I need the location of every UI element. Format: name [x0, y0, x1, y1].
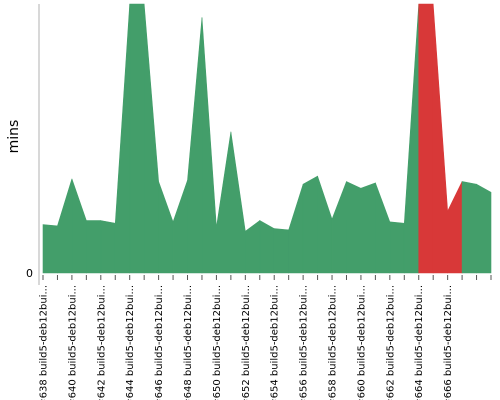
area-segment	[360, 182, 376, 274]
area-segment	[259, 220, 275, 274]
area-segment	[375, 182, 391, 274]
area-segment	[187, 17, 203, 274]
area-segment	[273, 228, 289, 274]
area-segment	[172, 180, 188, 274]
x-tick-label: #642 build5-deb12bui...	[96, 285, 107, 400]
x-tick-label: #652 build5-deb12bui...	[241, 285, 252, 400]
x-tick-label: #644 build5-deb12bui...	[125, 285, 136, 400]
x-tick-label: #646 build5-deb12bui...	[154, 285, 165, 400]
area-segment	[447, 181, 463, 274]
x-axis-ticks: #638 build5-deb12bui... #640 build5-deb12…	[39, 275, 492, 400]
area-segment	[129, 3, 145, 274]
area-segment	[143, 3, 159, 274]
x-tick-label: #666 build5-deb12bui...	[443, 285, 454, 400]
x-tick-label: #654 build5-deb12bui...	[270, 285, 281, 400]
x-tick-label: #648 build5-deb12bui...	[183, 285, 194, 400]
area-segment	[71, 178, 87, 274]
area-segment	[201, 17, 217, 274]
x-tick-label: #638 build5-deb12bui...	[39, 285, 50, 400]
area-segment	[461, 181, 477, 274]
area-segment	[158, 181, 174, 274]
area-segment	[216, 131, 232, 274]
area-segment	[418, 3, 434, 274]
area-segment	[245, 219, 261, 274]
area-series	[42, 3, 492, 274]
area-segment	[389, 221, 405, 274]
x-tick-label: #660 build5-deb12bui...	[356, 285, 367, 400]
area-segment	[432, 3, 448, 274]
area-segment	[57, 178, 73, 274]
area-segment	[302, 175, 318, 274]
area-segment	[86, 220, 102, 274]
area-segment	[476, 183, 492, 274]
x-tick-label: #656 build5-deb12bui...	[299, 285, 310, 400]
x-tick-label: #650 build5-deb12bui...	[212, 285, 223, 400]
area-segment	[100, 220, 116, 274]
area-segment	[331, 181, 347, 274]
x-tick-label: #658 build5-deb12bui...	[328, 285, 339, 400]
y-axis-label: mins	[6, 120, 22, 154]
x-tick-label: #640 build5-deb12bui...	[67, 285, 78, 400]
area-segment	[288, 184, 304, 274]
area-segment	[403, 3, 420, 274]
area-segment	[346, 181, 362, 274]
x-tick-label: #664 build5-deb12bui...	[414, 285, 425, 400]
area-segment	[42, 224, 58, 274]
area-segment	[114, 3, 131, 274]
y-tick-label: 0	[26, 267, 33, 280]
area-segment	[230, 131, 246, 274]
x-tick-label: #662 build5-deb12bui...	[385, 285, 396, 400]
area-segment	[317, 176, 333, 274]
